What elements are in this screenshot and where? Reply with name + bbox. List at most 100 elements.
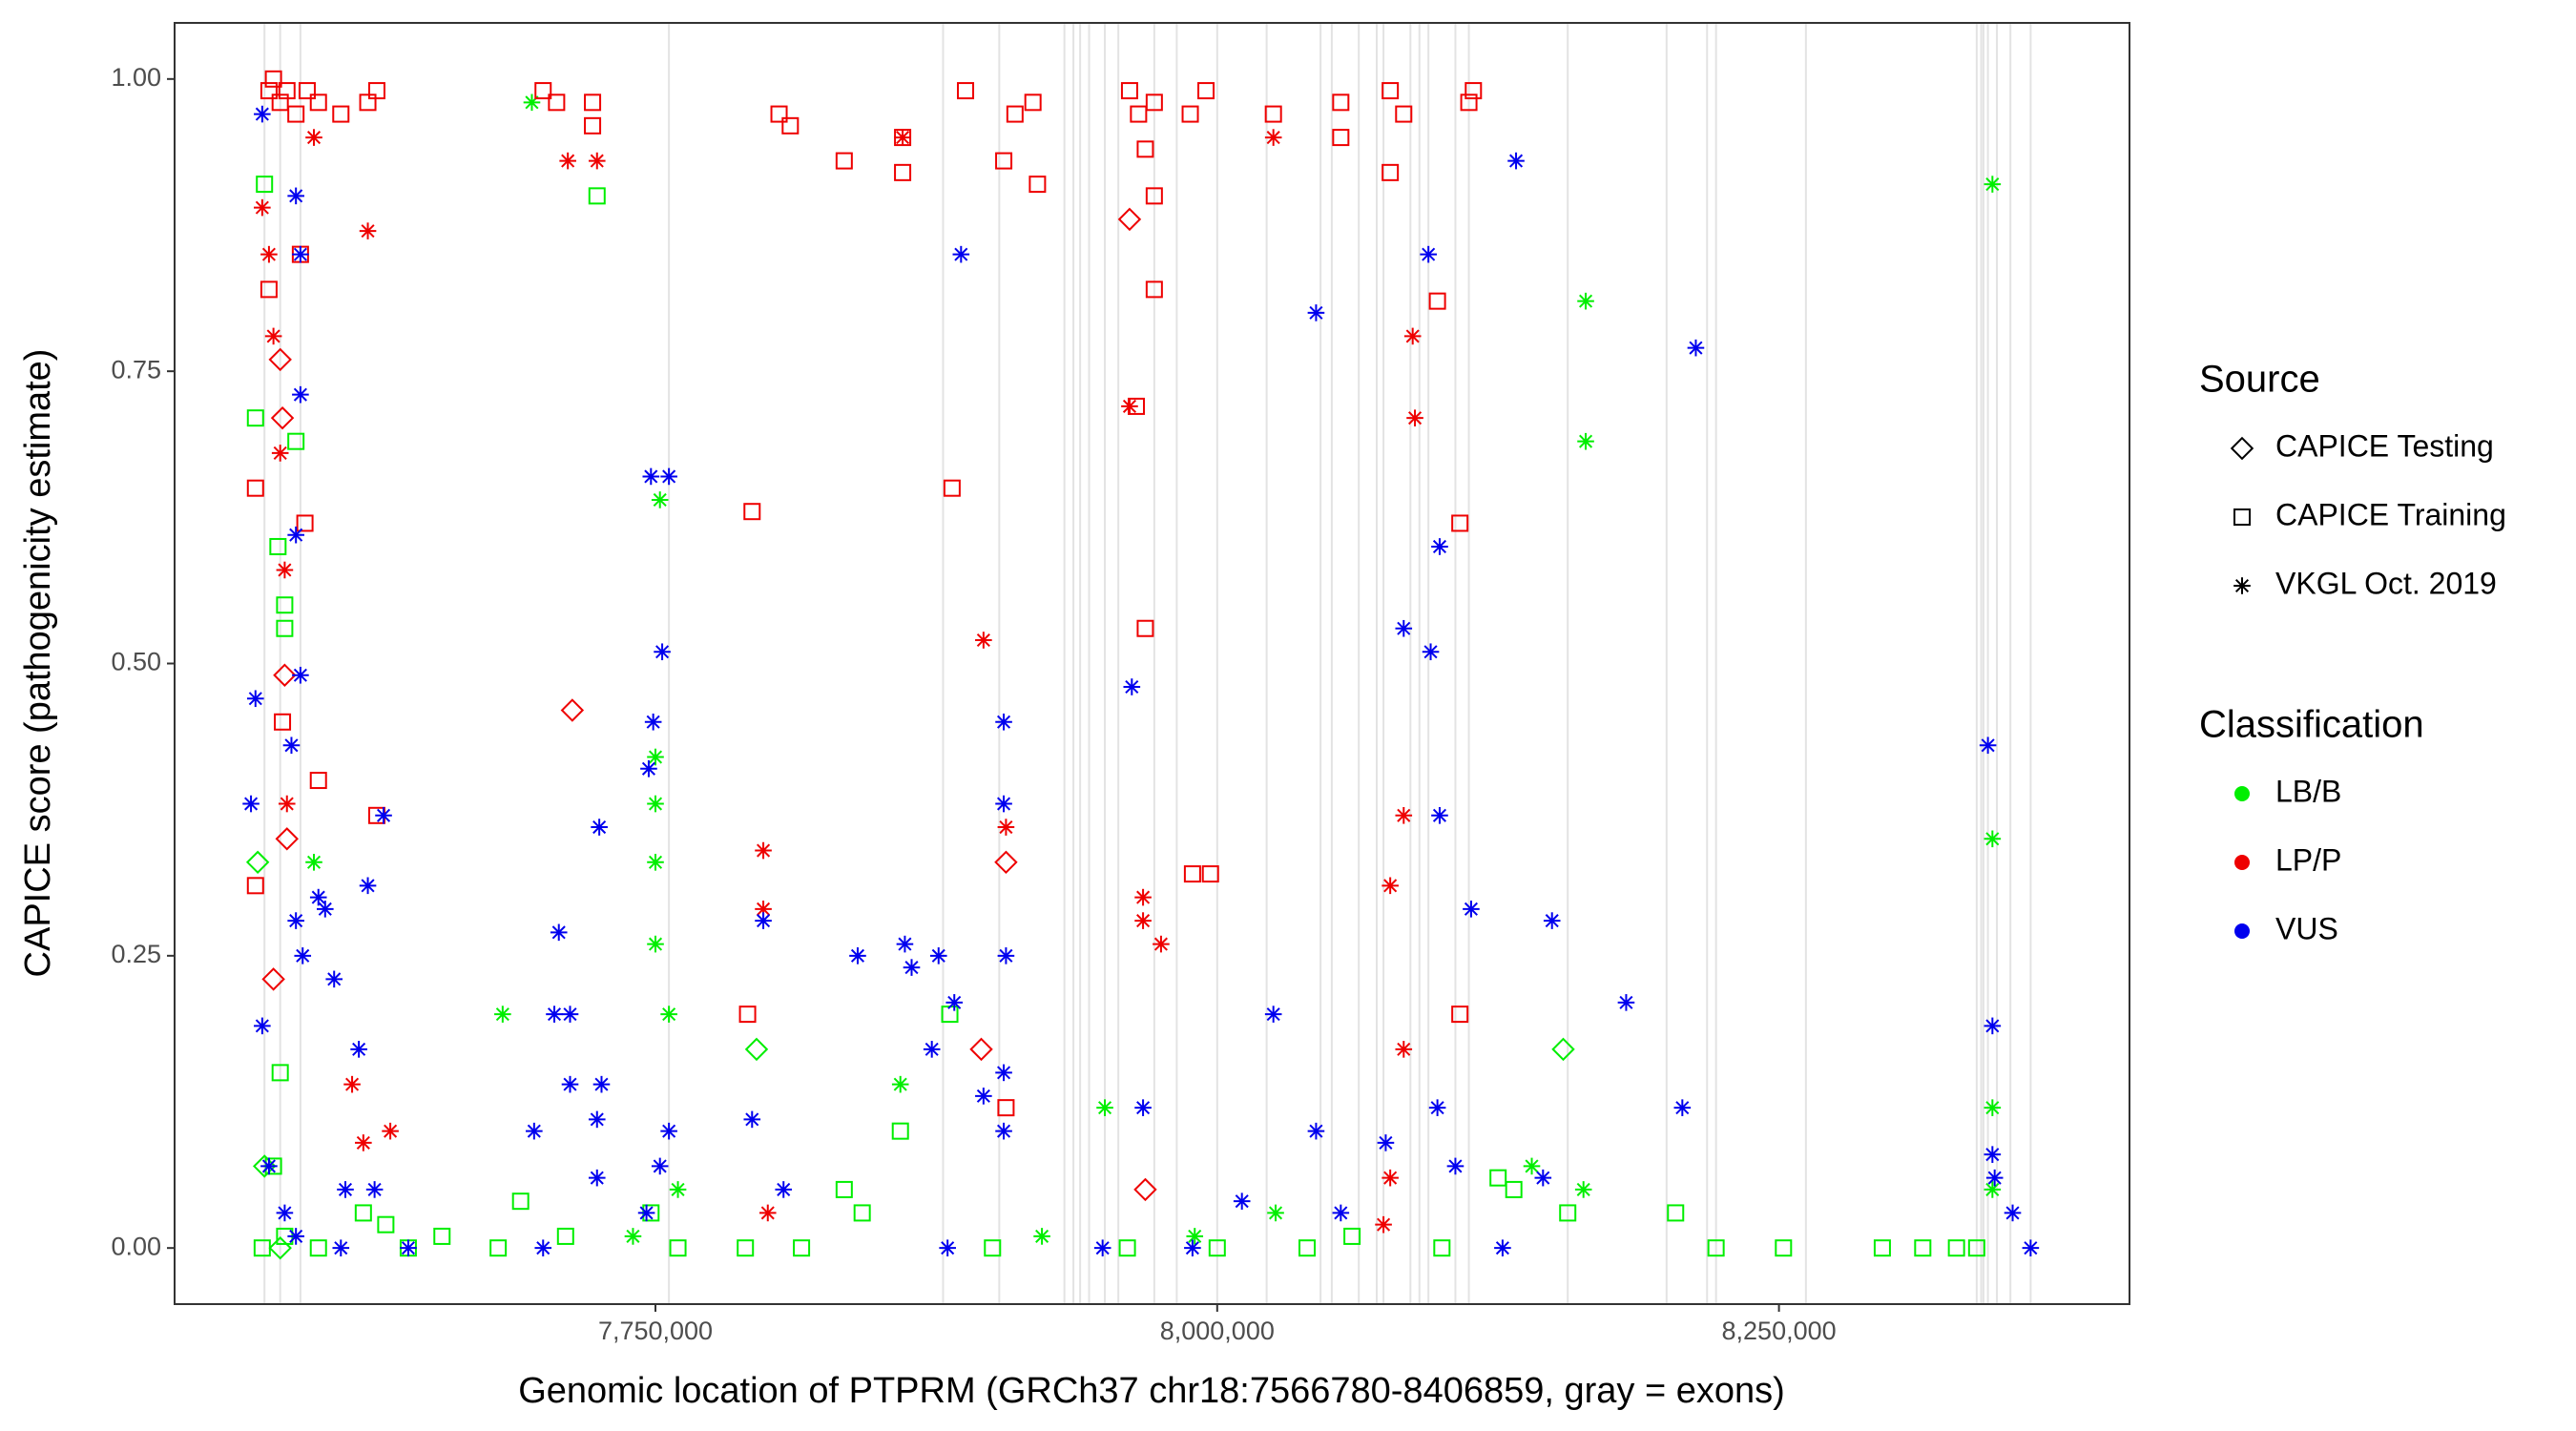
- asterisk-marker: [264, 327, 282, 345]
- asterisk-marker: [1431, 538, 1448, 555]
- asterisk-marker: [332, 1239, 350, 1256]
- square-marker: [1559, 1204, 1577, 1222]
- asterisk-marker: [929, 947, 947, 964]
- square-marker: [943, 479, 961, 497]
- square-marker: [1489, 1169, 1507, 1187]
- asterisk-marker: [1395, 619, 1413, 637]
- asterisk-marker: [287, 912, 304, 929]
- x-tick-label: 7,750,000: [598, 1317, 713, 1345]
- asterisk-stroke: [244, 797, 259, 811]
- asterisk-marker: [1096, 1099, 1113, 1116]
- asterisk-stroke: [641, 761, 655, 776]
- asterisk-marker: [287, 187, 304, 205]
- diamond-marker: [969, 1037, 993, 1062]
- asterisk-stroke: [1432, 539, 1447, 554]
- asterisk-stroke: [898, 937, 912, 951]
- x-axis-title: Genomic location of PTPRM (GRCh37 chr18:…: [518, 1371, 1785, 1411]
- asterisk-stroke: [266, 329, 280, 343]
- asterisk-stroke: [563, 1007, 577, 1022]
- asterisk-stroke: [345, 1077, 360, 1091]
- asterisk-marker: [1431, 806, 1448, 824]
- asterisk-stroke: [293, 668, 307, 682]
- asterisk-marker: [654, 643, 671, 661]
- asterisk-stroke: [1464, 902, 1478, 916]
- square-marker: [278, 82, 296, 100]
- square-marker: [1145, 93, 1163, 112]
- asterisk-marker: [1381, 877, 1399, 895]
- asterisk-marker: [325, 970, 343, 988]
- diamond-marker: [744, 1037, 769, 1062]
- asterisk-stroke: [261, 1159, 276, 1173]
- square-marker: [995, 152, 1013, 170]
- asterisk-stroke: [653, 1159, 667, 1173]
- square-marker: [1451, 1006, 1469, 1024]
- asterisk-marker: [775, 1181, 793, 1198]
- asterisk-stroke: [1379, 1135, 1393, 1150]
- x-tick-label: 8,000,000: [1160, 1317, 1275, 1345]
- asterisk-stroke: [1377, 1217, 1391, 1232]
- diamond-marker: [273, 663, 297, 687]
- asterisk-marker: [276, 1204, 294, 1222]
- asterisk-stroke: [296, 948, 310, 963]
- square-marker: [743, 503, 761, 521]
- square-marker: [1006, 105, 1024, 123]
- square-marker: [584, 116, 602, 135]
- asterisk-stroke: [563, 1077, 577, 1091]
- asterisk-stroke: [1095, 1241, 1110, 1255]
- square-marker: [853, 1204, 871, 1222]
- square-marker: [511, 1192, 530, 1211]
- asterisk-stroke: [904, 961, 919, 975]
- asterisk-marker: [755, 841, 772, 860]
- asterisk-marker: [995, 795, 1012, 813]
- asterisk-stroke: [1188, 1229, 1202, 1243]
- y-tick-label: 0.25: [111, 940, 161, 968]
- legend-key: [2234, 855, 2250, 870]
- square-marker: [269, 537, 287, 555]
- asterisk-stroke: [1508, 154, 1524, 168]
- asterisk-stroke: [976, 1089, 990, 1103]
- asterisk-stroke: [2024, 1241, 2038, 1255]
- asterisk-marker: [271, 445, 289, 462]
- square-marker: [984, 1239, 1002, 1257]
- asterisk-stroke: [976, 633, 990, 648]
- asterisk-stroke: [1525, 1159, 1539, 1173]
- asterisk-marker: [1984, 1146, 2002, 1163]
- square-marker: [1433, 1239, 1451, 1257]
- square-marker: [1381, 163, 1400, 181]
- asterisk-stroke: [327, 972, 342, 986]
- asterisk-marker: [903, 959, 921, 976]
- asterisk-marker: [896, 935, 914, 953]
- square-marker: [737, 1239, 755, 1257]
- asterisk-stroke: [1266, 131, 1280, 145]
- square-marker: [1505, 1180, 1523, 1198]
- square-marker: [534, 82, 552, 100]
- asterisk-marker: [561, 1075, 579, 1093]
- asterisk-stroke: [361, 879, 375, 893]
- square-marker: [1264, 105, 1282, 123]
- asterisk-stroke: [1495, 1241, 1509, 1255]
- square-marker: [1136, 140, 1154, 158]
- square-marker: [1465, 82, 1483, 100]
- legend-key: [2234, 786, 2250, 801]
- asterisk-stroke: [1125, 679, 1139, 695]
- asterisk-marker: [2004, 1204, 2022, 1222]
- asterisk-stroke: [561, 154, 575, 168]
- asterisk-marker: [1093, 1239, 1111, 1256]
- asterisk-stroke: [261, 247, 276, 261]
- asterisk-marker: [640, 759, 657, 778]
- asterisk-stroke: [384, 1124, 398, 1138]
- asterisk-marker: [260, 245, 278, 263]
- diamond-marker: [560, 698, 585, 722]
- square-marker: [1873, 1239, 1891, 1257]
- asterisk-stroke: [1689, 341, 1703, 355]
- asterisk-stroke: [527, 1124, 541, 1138]
- asterisk-stroke: [850, 948, 865, 963]
- asterisk-stroke: [1309, 1124, 1323, 1138]
- asterisk-stroke: [334, 1241, 348, 1255]
- y-axis-title: CAPICE score (pathogenicity estimate): [18, 349, 58, 978]
- asterisk-marker: [669, 1181, 687, 1198]
- square-marker: [1197, 82, 1215, 100]
- square-marker: [2233, 508, 2251, 526]
- asterisk-marker: [591, 819, 608, 836]
- asterisk-stroke: [626, 1229, 640, 1243]
